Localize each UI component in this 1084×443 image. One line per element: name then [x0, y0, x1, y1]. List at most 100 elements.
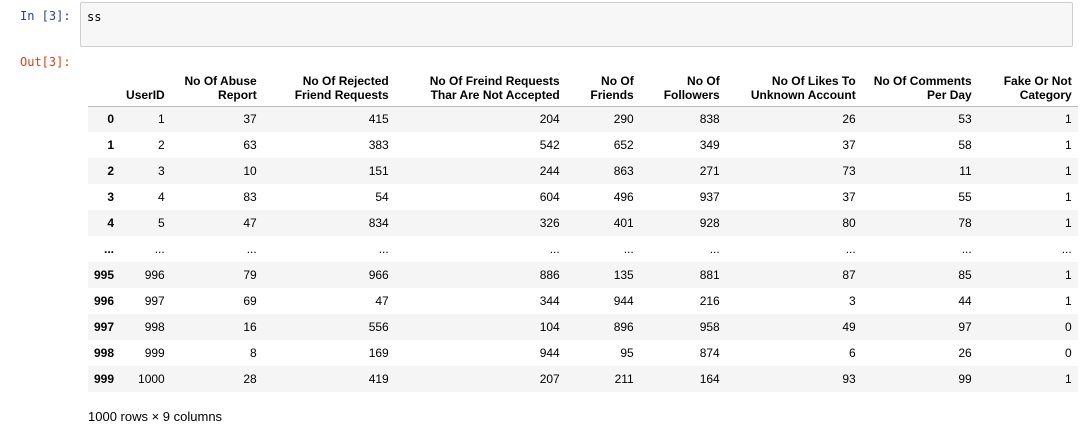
- row-index-cell: 1: [107, 138, 115, 152]
- output-prompt: Out[3]:: [20, 55, 71, 69]
- table-cell: 49: [842, 320, 856, 334]
- table-cell: 8: [250, 346, 257, 360]
- table-cell: 28: [243, 372, 257, 386]
- table-cell: 44: [958, 294, 972, 308]
- table-cell: 37: [842, 190, 856, 204]
- table-cell: 47: [243, 216, 257, 230]
- table-cell: 944: [539, 346, 560, 360]
- table-cell: 886: [539, 268, 560, 282]
- table-cell: 104: [539, 320, 560, 334]
- table-cell: 0: [1065, 320, 1072, 334]
- table-cell: 1000: [138, 372, 165, 386]
- table-cell: 55: [958, 190, 972, 204]
- table-cell: 928: [699, 216, 720, 230]
- table-row: 996 997 69 47 344 944 216 3 44 1: [88, 288, 1078, 314]
- table-cell: 5: [158, 216, 165, 230]
- column-header: No Of Friends: [565, 69, 640, 107]
- column-header: Fake Or Not Category: [977, 69, 1078, 107]
- row-index-cell: 996: [94, 294, 115, 308]
- column-header: UserID: [120, 69, 171, 107]
- dataframe-shape-summary: 1000 rows × 9 columns: [88, 409, 223, 424]
- table-cell: 99: [958, 372, 972, 386]
- table-cell: 881: [699, 268, 720, 282]
- table-body: 0 1 37 415 204 290 838 26 53 1 1 2 63 383 542 652 349 37 5…: [88, 106, 1078, 392]
- table-cell: 556: [368, 320, 389, 334]
- table-cell: 11: [959, 164, 972, 178]
- table-cell: 37: [842, 138, 856, 152]
- table-cell: 326: [539, 216, 560, 230]
- dataframe-table: UserID No Of Abuse Report No Of Rejected F…: [88, 69, 1078, 392]
- row-index-cell: 4: [107, 216, 115, 230]
- table-cell: 2: [158, 138, 165, 152]
- table-cell: 863: [613, 164, 634, 178]
- code-cell[interactable]: ss: [80, 2, 1073, 47]
- table-cell: 63: [243, 138, 257, 152]
- table-cell: 290: [613, 112, 634, 127]
- table-cell: 997: [144, 294, 165, 308]
- table-row: ..............................: [88, 236, 1078, 262]
- row-index-cell: 0: [107, 112, 115, 127]
- table-row: 995 996 79 966 886 135 881 87 85 1: [88, 262, 1078, 288]
- table-cell: 958: [699, 320, 720, 334]
- table-row: 999 1000 28 419 207 211 164 93 99 1: [88, 366, 1078, 392]
- table-cell: 164: [699, 372, 720, 386]
- table-row: 3 4 83 54 604 496 937 37 55 1: [88, 184, 1078, 210]
- row-index-cell: 2: [107, 164, 115, 178]
- table-cell: ...: [378, 242, 389, 256]
- index-header-cell: [88, 69, 121, 107]
- table-cell: 401: [613, 216, 634, 230]
- row-index-cell: ...: [104, 242, 115, 256]
- table-cell: 496: [613, 190, 634, 204]
- table-cell: 78: [958, 216, 972, 230]
- table-cell: 1: [1065, 268, 1072, 282]
- table-cell: 204: [539, 112, 560, 127]
- table-row: 2 3 10 151 244 863 271 73 11 1: [88, 158, 1078, 184]
- table-cell: 1: [1065, 138, 1072, 152]
- table-row: 1 2 63 383 542 652 349 37 58 1: [88, 132, 1078, 158]
- table-cell: 998: [144, 320, 165, 334]
- table-cell: 996: [144, 268, 165, 282]
- column-header: No Of Abuse Report: [170, 69, 263, 107]
- table-cell: 944: [613, 294, 634, 308]
- table-cell: 1: [1065, 294, 1072, 308]
- column-header: No Of Likes To Unknown Account: [725, 69, 862, 107]
- table-cell: 216: [699, 294, 720, 308]
- table-cell: ...: [549, 242, 560, 256]
- code-text: ss: [87, 10, 102, 24]
- table-cell: 54: [375, 190, 389, 204]
- table-row: 998 999 8 169 944 95 874 6 26 0: [88, 340, 1078, 366]
- table-header-row: UserID No Of Abuse Report No Of Rejected F…: [88, 69, 1078, 107]
- table-cell: 80: [842, 216, 856, 230]
- table-cell: 6: [849, 346, 856, 360]
- table-cell: 838: [699, 112, 720, 127]
- table-cell: 79: [243, 268, 257, 282]
- row-index-cell: 3: [107, 190, 115, 204]
- table-cell: 834: [368, 216, 389, 230]
- table-cell: 1: [1065, 372, 1072, 386]
- column-header: No Of Rejected Friend Requests: [262, 69, 395, 107]
- table-cell: 966: [368, 268, 389, 282]
- table-cell: ...: [1061, 242, 1072, 256]
- table-cell: 47: [375, 294, 389, 308]
- table-cell: 3: [158, 164, 165, 178]
- table-cell: 85: [958, 268, 972, 282]
- table-cell: 271: [699, 164, 720, 178]
- table-cell: ...: [623, 242, 634, 256]
- input-prompt: In [3]:: [20, 9, 71, 23]
- table-cell: 1: [158, 112, 165, 127]
- row-index-cell: 999: [94, 372, 115, 386]
- table-cell: 83: [243, 190, 257, 204]
- table-cell: 16: [243, 320, 257, 334]
- table-cell: 244: [539, 164, 560, 178]
- table-cell: 999: [144, 346, 165, 360]
- column-header: No Of Freind Requests Thar Are Not Accep…: [394, 69, 566, 107]
- table-cell: 10: [243, 164, 257, 178]
- table-cell: 1: [1065, 190, 1072, 204]
- column-header: No Of Followers: [639, 69, 726, 107]
- table-cell: 652: [613, 138, 634, 152]
- table-row: 4 5 47 834 326 401 928 80 78 1: [88, 210, 1078, 236]
- table-cell: 937: [699, 190, 720, 204]
- table-cell: 26: [958, 346, 972, 360]
- table-cell: 151: [368, 164, 389, 178]
- table-cell: 97: [958, 320, 972, 334]
